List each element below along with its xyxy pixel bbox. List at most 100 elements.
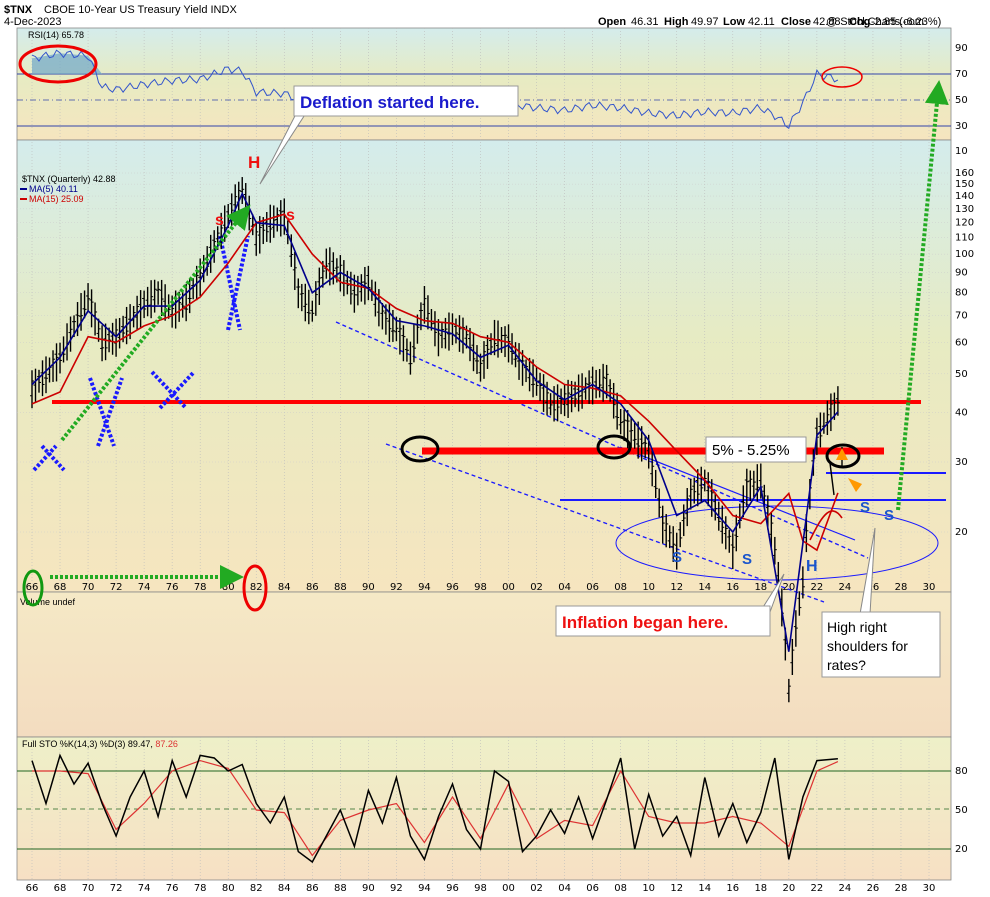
x-tick-label-bottom: 04 (558, 883, 571, 894)
deflation-text: Deflation started here. (300, 93, 480, 112)
price-bars (30, 177, 840, 703)
x-tick-label: 10 (642, 582, 655, 593)
bottom-left-shoulder-label-2: S (742, 551, 752, 568)
x-tick-label: 78 (194, 582, 207, 593)
rsi-circle-right (821, 66, 863, 88)
price-tick-label: 140 (955, 191, 974, 202)
sto-tick-label: 20 (955, 844, 968, 855)
price-tick-label: 80 (955, 288, 968, 299)
x-tick-label-bottom: 94 (418, 883, 431, 894)
x-tick-label-bottom: 92 (390, 883, 403, 894)
green-arrow-uptrend (60, 204, 251, 442)
x-tick-label: 00 (502, 582, 515, 593)
right-shoulder-projection-2: S (884, 507, 894, 524)
x-tick-label-bottom: 24 (839, 883, 852, 894)
price-tick-label: 50 (955, 369, 968, 380)
x-tick-label-bottom: 08 (614, 883, 627, 894)
chg-label: Chg (849, 16, 870, 28)
sto-k-line (31, 753, 838, 864)
x-tick-label-bottom: 68 (54, 883, 67, 894)
stochastic-panel (16, 736, 952, 881)
x-tick-label-bottom: 86 (306, 883, 319, 894)
x-tick-label-bottom: 76 (166, 883, 179, 894)
range-box (705, 436, 807, 463)
low-label: Low (723, 16, 745, 28)
x-tick-label: 84 (278, 582, 291, 593)
x-tick-label-bottom: 10 (642, 883, 655, 894)
x-tick-label: 94 (418, 582, 431, 593)
x-tick-label: 66 (26, 582, 39, 593)
x-tick-label-bottom: 26 (867, 883, 880, 894)
inflation-text: Inflation began here. (562, 613, 728, 632)
price-tick-label: 10 (955, 146, 968, 157)
latest-bar (829, 462, 835, 496)
price-tick-label: 120 (955, 218, 974, 229)
x-tick-label-bottom: 82 (250, 883, 263, 894)
x-tick-label: 02 (530, 582, 543, 593)
support-circle-2023 (825, 443, 861, 469)
price-tick-label: 90 (955, 267, 968, 278)
x-tick-label: 24 (839, 582, 852, 593)
x-tick-label-bottom: 20 (782, 883, 795, 894)
x-tick-label: 72 (110, 582, 123, 593)
x-tick-label-bottom: 30 (923, 883, 936, 894)
x-tick-label-bottom: 00 (502, 883, 515, 894)
x-tick-label: 20 (782, 582, 795, 593)
shoulders-box (821, 611, 941, 678)
x-tick-label-bottom: 22 (811, 883, 824, 894)
price-tick-label: 100 (955, 249, 974, 260)
inner-trend (619, 446, 856, 541)
x-tick-label: 26 (867, 582, 880, 593)
overlay-marks (18, 44, 949, 612)
x-tick-label: 28 (895, 582, 908, 593)
x-tick-label: 14 (698, 582, 711, 593)
watermark: @ StockCharts.com (826, 16, 924, 28)
low-value: 42.11 (748, 16, 775, 28)
bottom-left-shoulder-label: S (672, 549, 682, 566)
rsi-tick-label: 90 (955, 43, 968, 54)
range-text: 5% - 5.25% (712, 442, 790, 459)
right-shoulder-projection-1: S (860, 499, 870, 516)
high-value: 49.97 (691, 16, 719, 28)
ma15-line (31, 213, 839, 552)
sto-label-k: Full STO %K(14,3) %D(3) 89.47, (22, 739, 153, 749)
deflation-box (293, 85, 519, 117)
x-tick-label: 86 (306, 582, 319, 593)
legend-main: $TNX (Quarterly) 42.88 (22, 174, 116, 184)
rsi-overbought-fill (32, 53, 103, 74)
x-tick-label: 92 (390, 582, 403, 593)
chart-date: 4-Dec-2023 (4, 16, 61, 28)
orange-arrow (848, 478, 862, 492)
x-tick-label: 76 (166, 582, 179, 593)
rsi-tick-label: 50 (955, 95, 968, 106)
price-tick-label: 70 (955, 311, 968, 322)
price-tick-label: 160 (955, 168, 974, 179)
ticker: $TNX (4, 4, 33, 16)
x-tick-label-bottom: 98 (474, 883, 487, 894)
x-tick-label: 68 (54, 582, 67, 593)
x-tick-label: 06 (586, 582, 599, 593)
x-tick-label: 98 (474, 582, 487, 593)
zigzag-pattern-3 (218, 235, 250, 331)
price-tick-label: 20 (955, 527, 968, 538)
sto-tick-label: 50 (955, 805, 968, 816)
head-bottom-label: H (806, 558, 818, 575)
close-value: 42.88 (813, 16, 841, 28)
x-tick-label-bottom: 88 (334, 883, 347, 894)
zigzag-pattern-0 (32, 444, 66, 472)
x-tick-label: 16 (726, 582, 739, 593)
ma5-line (31, 191, 839, 652)
zigzag-pattern-2 (150, 370, 196, 410)
x-tick-label: 70 (82, 582, 95, 593)
close-label: Close (781, 16, 811, 28)
x-tick-label: 74 (138, 582, 151, 593)
ticker-description: CBOE 10-Year US Treasury Yield INDX (44, 4, 237, 16)
head-top-label: H (248, 153, 260, 172)
year-circle-82 (242, 564, 268, 612)
x-tick-label-bottom: 80 (222, 883, 235, 894)
annotations: Deflation started here. Inflation began … (215, 85, 941, 678)
x-tick-label: 96 (446, 582, 459, 593)
sto-label: Full STO %K(14,3) %D(3) 89.47, 87.26 (22, 739, 178, 749)
sto-tick-label: 80 (955, 766, 968, 777)
